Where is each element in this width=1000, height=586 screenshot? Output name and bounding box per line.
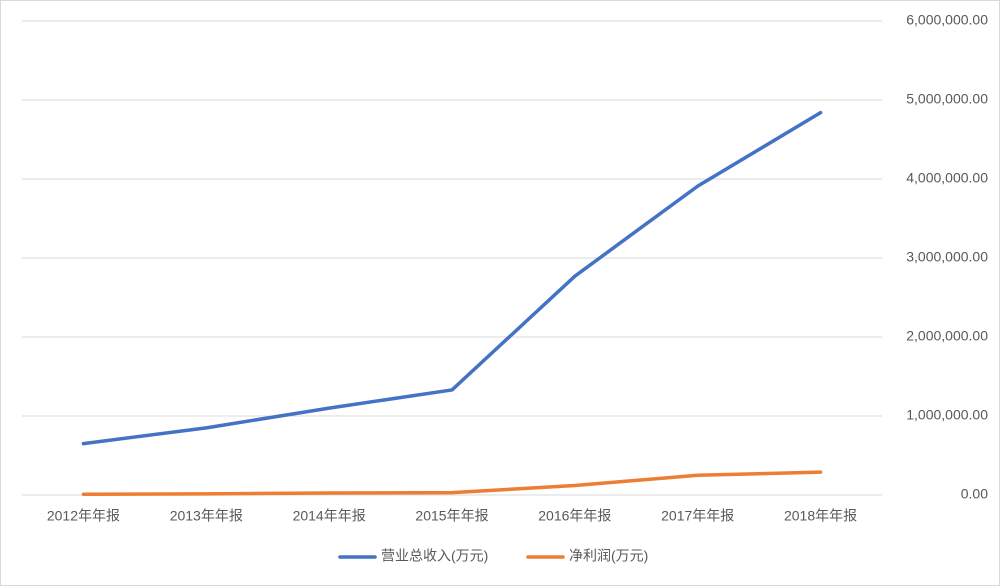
- y-tick-label: 6,000,000.00: [906, 12, 988, 28]
- x-tick-label: 2016年年报: [538, 508, 611, 524]
- y-tick-label: 4,000,000.00: [906, 170, 988, 186]
- y-tick-label: 2,000,000.00: [906, 328, 988, 344]
- x-tick-label: 2012年年报: [47, 508, 120, 524]
- y-tick-label: 5,000,000.00: [906, 91, 988, 107]
- legend-label: 营业总收入(万元): [381, 548, 488, 564]
- legend-label: 净利润(万元): [569, 548, 648, 564]
- x-tick-label: 2013年年报: [170, 508, 243, 524]
- x-tick-label: 2017年年报: [661, 508, 734, 524]
- y-tick-label: 3,000,000.00: [906, 249, 988, 265]
- series-line: [81, 110, 823, 446]
- x-tick-label: 2014年年报: [293, 508, 366, 524]
- y-tick-label: 1,000,000.00: [906, 407, 988, 423]
- x-tick-label: 2018年年报: [784, 508, 857, 524]
- series-line: [81, 470, 823, 496]
- x-tick-label: 2015年年报: [415, 508, 488, 524]
- y-tick-label: 0.00: [961, 486, 988, 502]
